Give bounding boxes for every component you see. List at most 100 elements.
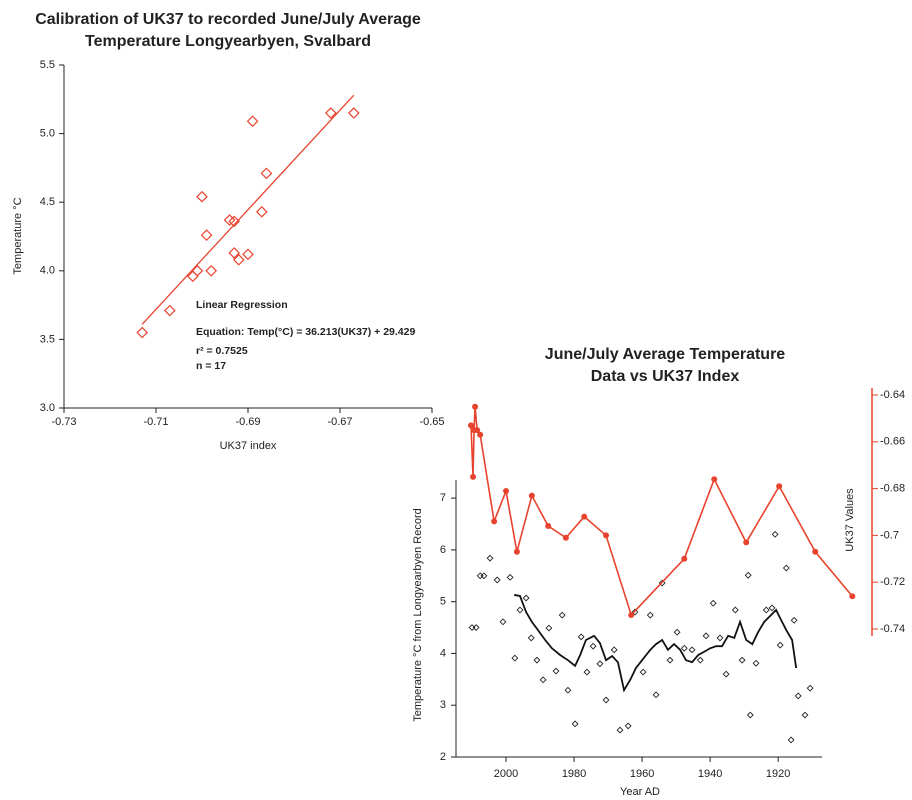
y-tick-label: 2 <box>440 751 446 763</box>
data-point <box>467 422 474 429</box>
data-point <box>474 427 481 434</box>
x-axis-label: Year AD <box>620 786 660 798</box>
y2-tick-label: -0.66 <box>880 436 905 448</box>
y2-tick-label: -0.64 <box>880 389 905 401</box>
y-tick-label: 5.0 <box>40 128 55 140</box>
data-point <box>522 594 530 602</box>
data-point <box>790 616 798 624</box>
data-point <box>545 523 552 530</box>
y-tick-label: 5.5 <box>40 59 55 71</box>
y-axis-label: Temperature °C from Longyearbyen Record <box>412 508 424 722</box>
data-point <box>528 492 535 499</box>
data-point <box>711 476 718 483</box>
data-point <box>583 668 591 676</box>
chart-title: Calibration of UK37 to recorded June/Jul… <box>35 11 421 28</box>
x-tick-label: 2000 <box>494 768 518 780</box>
data-point <box>136 326 149 339</box>
data-point <box>470 473 477 480</box>
data-point <box>603 532 610 539</box>
data-point <box>673 628 681 636</box>
y-tick-label: 4.0 <box>40 265 55 277</box>
data-point <box>702 632 710 640</box>
data-point <box>539 676 547 684</box>
data-point <box>347 107 360 119</box>
data-point <box>709 599 717 607</box>
data-point <box>806 684 814 692</box>
data-point <box>738 656 746 664</box>
data-point <box>480 572 488 580</box>
data-point <box>477 431 484 438</box>
data-point <box>688 646 696 654</box>
data-point <box>260 167 273 180</box>
data-point <box>503 487 510 494</box>
y-tick-label: 5 <box>440 596 446 608</box>
x-tick-label: -0.73 <box>51 416 76 428</box>
data-point <box>794 692 802 700</box>
y-tick-label: 7 <box>440 492 446 504</box>
annotation: r² = 0.7525 <box>196 345 248 357</box>
data-point <box>771 530 779 538</box>
data-point <box>205 264 218 277</box>
x-tick-label: 1920 <box>766 768 790 780</box>
data-point <box>163 304 176 317</box>
x-tick-label: -0.69 <box>235 416 260 428</box>
data-point <box>246 115 259 128</box>
x-tick-label: -0.67 <box>327 416 352 428</box>
data-point <box>571 720 579 728</box>
series-line <box>514 594 798 693</box>
data-point <box>558 611 566 619</box>
data-point <box>200 229 213 241</box>
data-point <box>746 711 754 719</box>
data-point <box>787 736 795 744</box>
data-point <box>624 722 632 730</box>
x-axis-label: UK37 index <box>220 440 277 452</box>
series-line <box>470 406 853 617</box>
data-point <box>533 656 541 664</box>
data-point <box>577 633 585 641</box>
y2-axis-label: UK37 Values <box>844 488 856 552</box>
data-point <box>499 618 507 626</box>
data-point <box>228 247 241 259</box>
data-point <box>232 253 245 266</box>
data-point <box>602 696 610 704</box>
data-point <box>513 548 520 555</box>
data-point <box>646 611 654 619</box>
y2-tick-label: -0.68 <box>880 483 905 495</box>
data-point <box>716 634 724 642</box>
data-point <box>731 606 739 614</box>
data-point <box>493 576 501 584</box>
x-tick-label: 1940 <box>698 768 722 780</box>
data-point <box>564 686 572 694</box>
annotation: Equation: Temp(°C) = 36.213(UK37) + 29.4… <box>196 326 415 338</box>
x-tick-label: 1960 <box>630 768 654 780</box>
data-point <box>191 264 204 277</box>
annotation: Linear Regression <box>196 299 288 311</box>
y-tick-label: 3 <box>440 699 446 711</box>
data-point <box>696 656 704 664</box>
y-tick-label: 3.0 <box>40 402 55 414</box>
data-point <box>527 634 535 642</box>
x-tick-label: -0.65 <box>419 416 444 428</box>
data-point <box>762 606 770 614</box>
data-point <box>472 624 480 631</box>
data-point <box>752 659 760 667</box>
data-point <box>628 611 635 618</box>
chart-title: Temperature Longyearbyen, Svalbard <box>85 33 371 50</box>
data-point <box>616 726 624 734</box>
data-point <box>228 215 241 228</box>
chart-title: June/July Average Temperature <box>545 346 785 363</box>
data-point <box>516 606 524 614</box>
data-point <box>680 644 688 652</box>
data-point <box>639 668 647 676</box>
data-point <box>610 646 618 654</box>
data-point <box>476 572 484 580</box>
data-point <box>472 403 479 410</box>
data-point <box>562 534 569 541</box>
y2-tick-label: -0.74 <box>880 623 905 635</box>
data-point <box>681 555 688 562</box>
x-tick-label: -0.71 <box>143 416 168 428</box>
data-point <box>666 656 674 664</box>
y-tick-label: 3.5 <box>40 333 55 345</box>
data-point <box>242 248 254 261</box>
